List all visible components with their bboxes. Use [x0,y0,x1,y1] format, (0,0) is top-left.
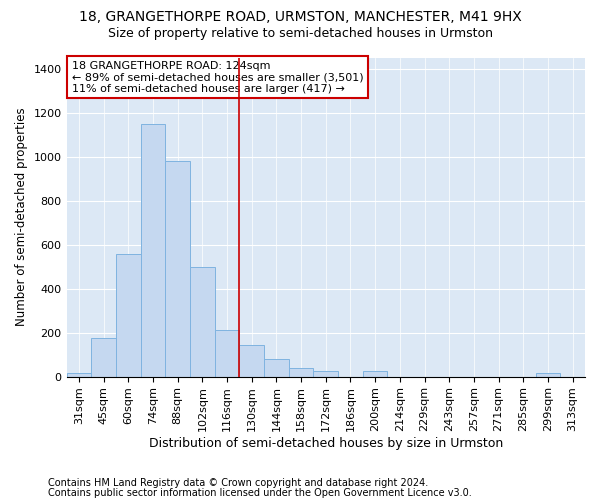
Bar [215,330,239,376]
Bar [190,266,215,376]
Bar [239,344,264,376]
Bar [165,161,190,376]
Bar [363,371,388,376]
Bar [140,124,165,376]
Text: 18, GRANGETHORPE ROAD, URMSTON, MANCHESTER, M41 9HX: 18, GRANGETHORPE ROAD, URMSTON, MANCHEST… [79,10,521,24]
Bar [264,359,289,376]
Bar [289,368,313,376]
Text: 18 GRANGETHORPE ROAD: 124sqm
← 89% of semi-detached houses are smaller (3,501)
1: 18 GRANGETHORPE ROAD: 124sqm ← 89% of se… [72,60,364,94]
Bar [536,374,560,376]
Bar [91,338,116,376]
Bar [313,371,338,376]
Text: Contains HM Land Registry data © Crown copyright and database right 2024.: Contains HM Land Registry data © Crown c… [48,478,428,488]
Bar [67,374,91,376]
Bar [116,254,140,376]
X-axis label: Distribution of semi-detached houses by size in Urmston: Distribution of semi-detached houses by … [149,437,503,450]
Text: Contains public sector information licensed under the Open Government Licence v3: Contains public sector information licen… [48,488,472,498]
Y-axis label: Number of semi-detached properties: Number of semi-detached properties [15,108,28,326]
Text: Size of property relative to semi-detached houses in Urmston: Size of property relative to semi-detach… [107,28,493,40]
